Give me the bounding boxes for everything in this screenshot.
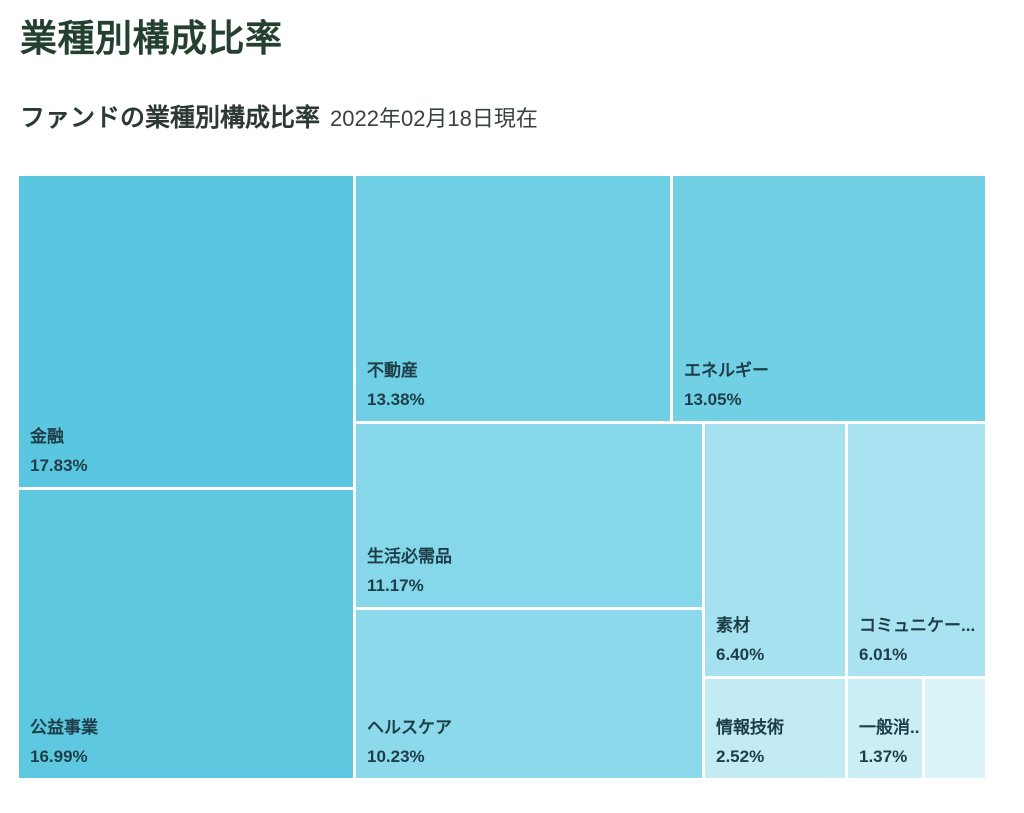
treemap-cell[interactable]: コミュニケー... 6.01% — [848, 424, 985, 676]
treemap: 金融 17.83% 公益事業 16.99% 不動産 13.38% エネルギー 13.05% 生活… — [19, 176, 985, 778]
cell-label: 金融 — [30, 427, 64, 446]
cell-text: 金融 17.83% — [30, 422, 351, 480]
treemap-cell[interactable]: 生活必需品 11.17% — [356, 424, 702, 607]
cell-value: 10.23% — [367, 747, 425, 766]
treemap-cell[interactable]: 情報技術 2.52% — [705, 679, 845, 778]
chart-subtitle: ファンドの業種別構成比率 — [20, 104, 321, 132]
treemap-cell[interactable]: ヘルスケア 10.23% — [356, 610, 702, 778]
cell-value: 1.37% — [859, 747, 908, 766]
cell-text: コミュニケー... 6.01% — [859, 611, 983, 669]
page-title: 業種別構成比率 — [20, 18, 283, 59]
cell-text: 一般消... 1.37% — [859, 713, 920, 771]
cell-value: 13.38% — [367, 390, 425, 409]
treemap-cell[interactable]: エネルギー 13.05% — [673, 176, 985, 421]
cell-text: 生活必需品 11.17% — [367, 542, 700, 600]
cell-text: 公益事業 16.99% — [30, 713, 351, 771]
treemap-cell[interactable]: 不動産 13.38% — [356, 176, 670, 421]
cell-text: 不動産 13.38% — [367, 356, 668, 414]
cell-value: 6.01% — [859, 645, 908, 664]
cell-text: 情報技術 2.52% — [716, 713, 843, 771]
cell-label: 一般消... — [859, 718, 920, 737]
cell-value: 17.83% — [30, 456, 88, 475]
cell-text: ヘルスケア 10.23% — [367, 713, 700, 771]
as-of-date: 2022年02月18日現在 — [330, 106, 538, 131]
cell-label: 生活必需品 — [367, 547, 452, 566]
cell-label: 情報技術 — [716, 718, 784, 737]
treemap-cell[interactable]: 素材 6.40% — [705, 424, 845, 676]
cell-value: 11.17% — [367, 576, 424, 595]
cell-value: 2.52% — [716, 747, 765, 766]
treemap-cell[interactable] — [925, 679, 985, 778]
cell-value: 13.05% — [684, 390, 742, 409]
chart-header: ファンドの業種別構成比率 2022年02月18日現在 — [20, 98, 538, 134]
cell-text: エネルギー 13.05% — [684, 356, 983, 414]
cell-label: コミュニケー... — [859, 616, 976, 635]
treemap-cell[interactable]: 公益事業 16.99% — [19, 490, 353, 778]
cell-value: 6.40% — [716, 645, 765, 664]
cell-label: 素材 — [716, 616, 750, 635]
cell-text: 素材 6.40% — [716, 611, 843, 669]
cell-label: 公益事業 — [30, 718, 98, 737]
cell-label: 不動産 — [367, 361, 418, 380]
treemap-cell[interactable]: 金融 17.83% — [19, 176, 353, 487]
cell-value: 16.99% — [30, 747, 88, 766]
treemap-cell[interactable]: 一般消... 1.37% — [848, 679, 922, 778]
cell-label: エネルギー — [684, 361, 769, 380]
cell-label: ヘルスケア — [367, 718, 452, 737]
